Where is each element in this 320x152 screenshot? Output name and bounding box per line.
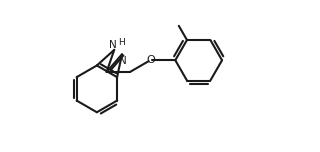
Text: N: N	[109, 40, 117, 50]
Text: H: H	[118, 38, 124, 47]
Text: O: O	[146, 55, 155, 65]
Text: N: N	[119, 56, 127, 66]
